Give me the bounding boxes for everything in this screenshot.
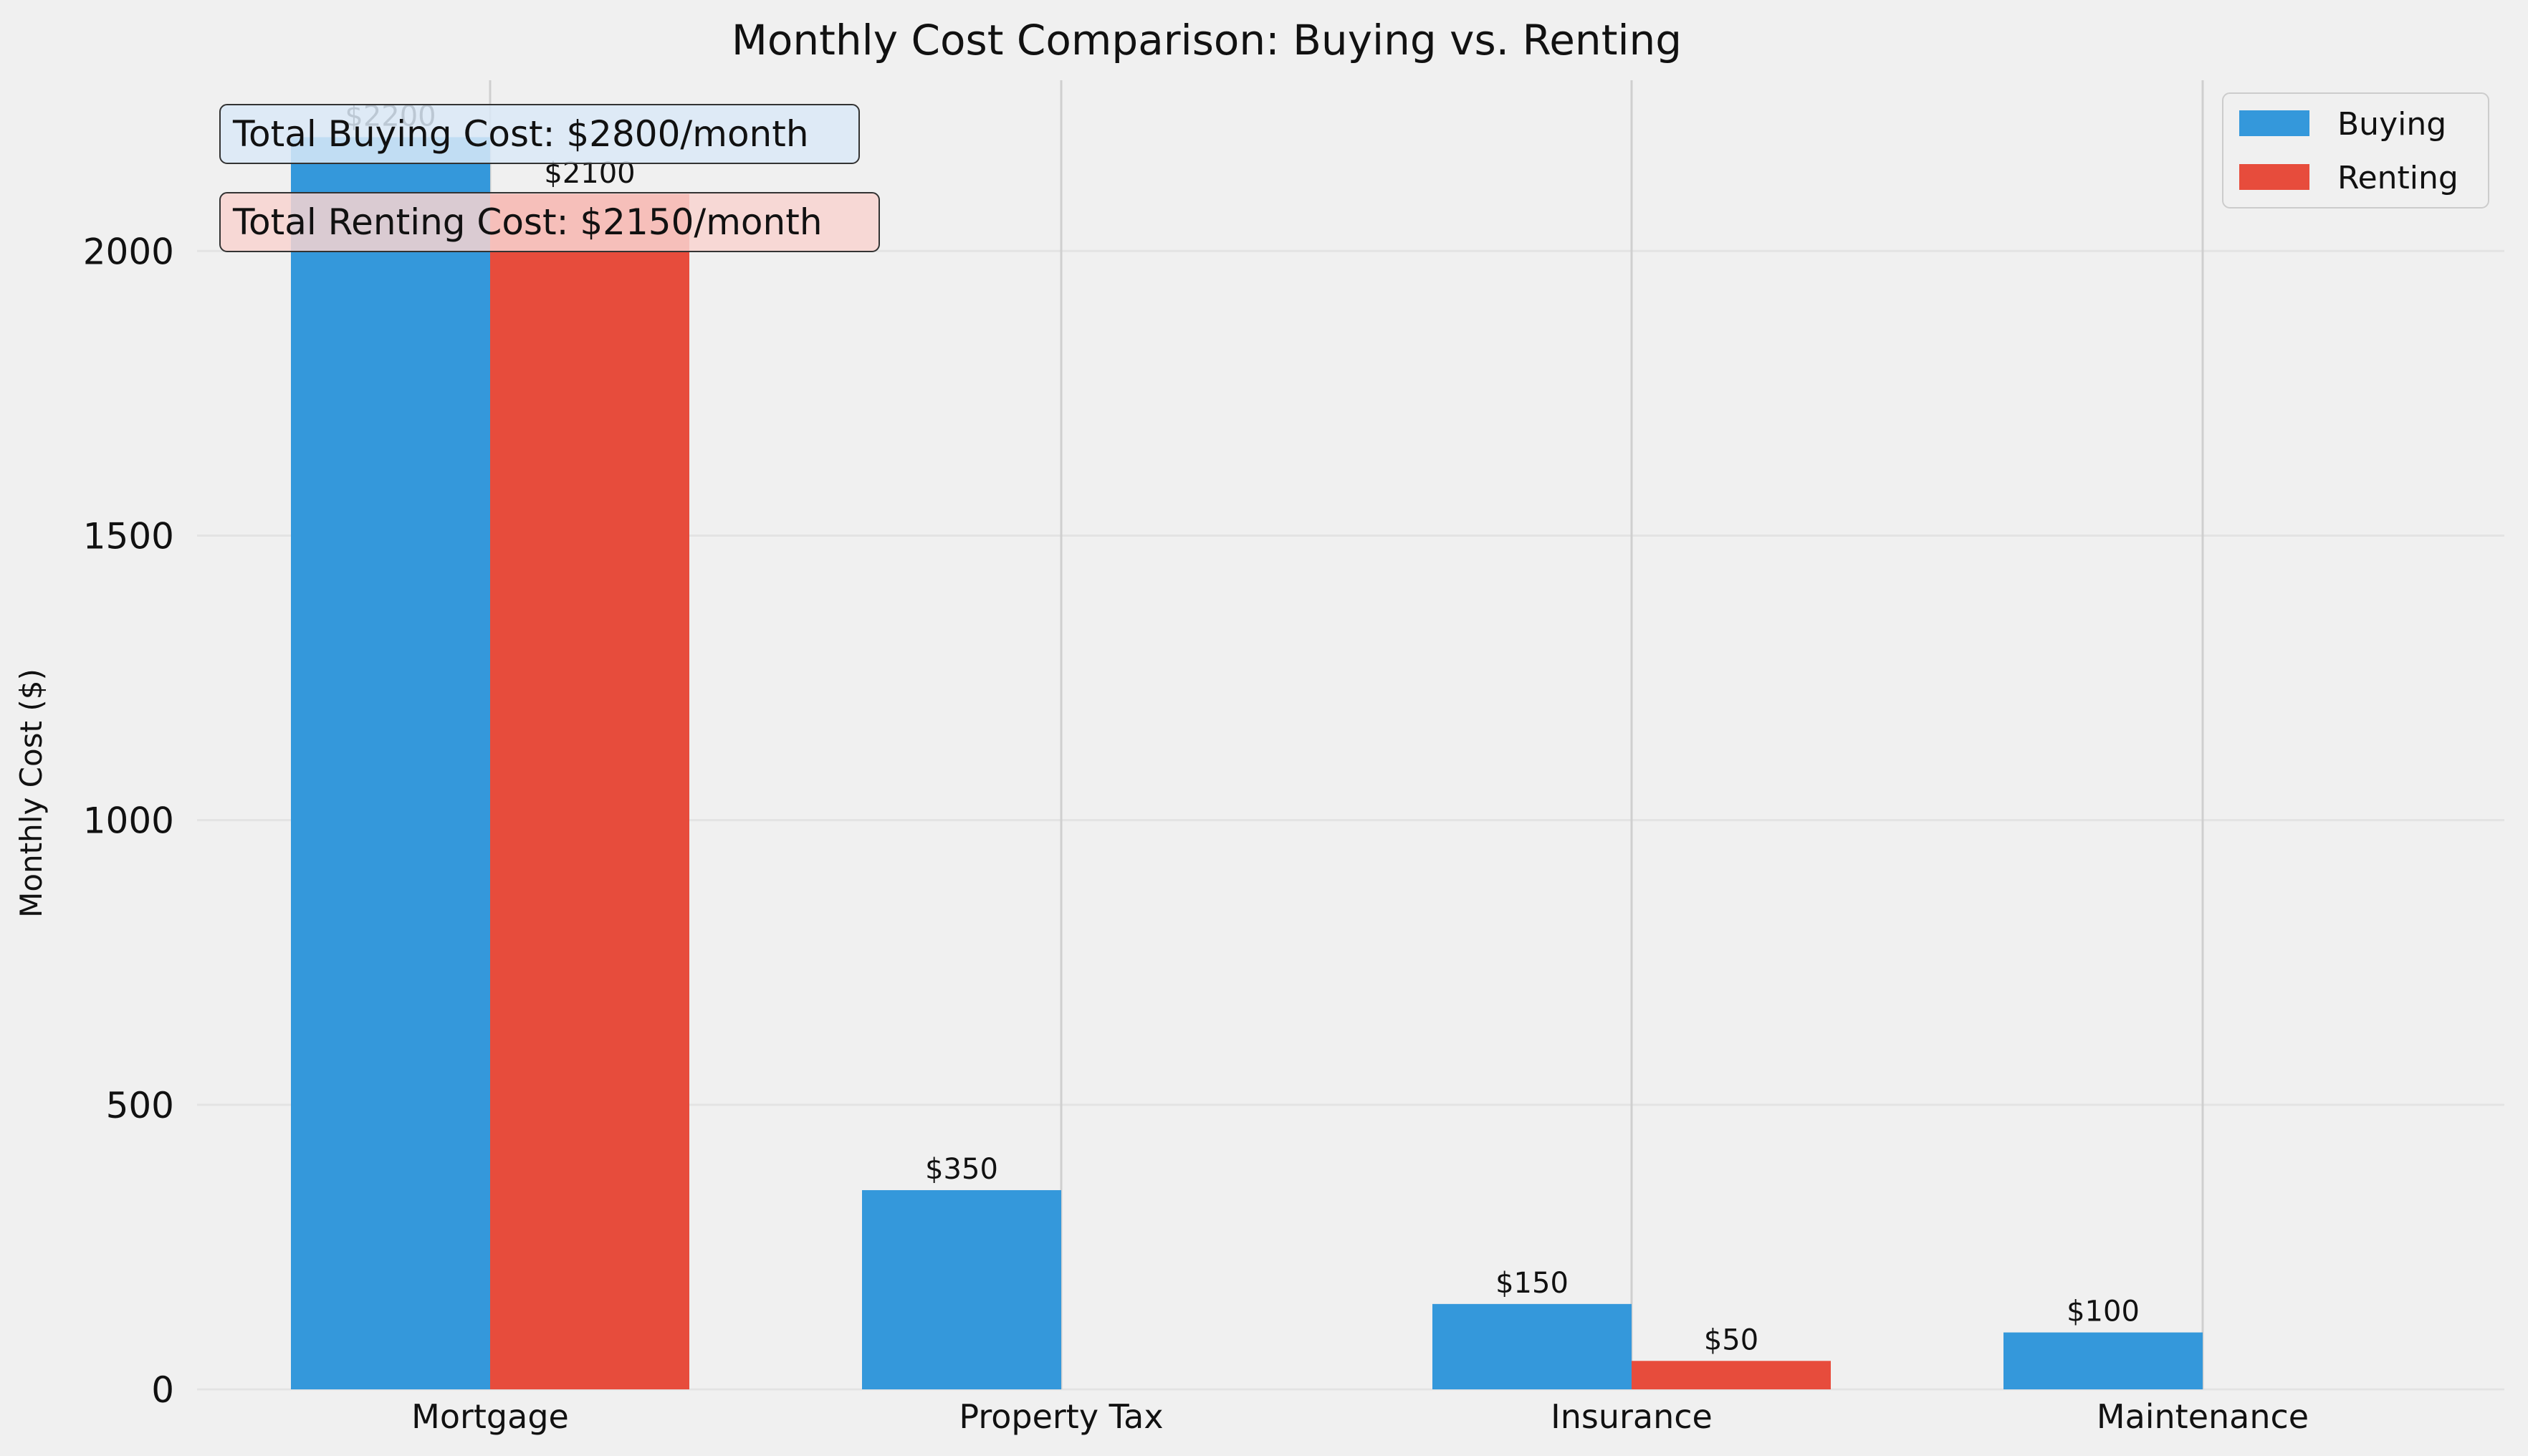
x-tick-label: Maintenance [2097,1397,2309,1436]
y-tick-label: 1000 [83,800,174,842]
y-tick-label: 1500 [83,515,174,557]
legend: Buying Renting [2222,92,2489,209]
x-tick-label: Insurance [1551,1397,1713,1436]
bar-buying-maintenance [2003,1332,2203,1389]
chart-title: Monthly Cost Comparison: Buying vs. Rent… [732,16,1682,64]
value-label: $50 [1704,1323,1758,1356]
annotation-text: Total Buying Cost: $2800/month [232,113,809,155]
y-axis-label: Monthly Cost ($) [14,669,49,918]
value-label: $100 [2067,1295,2140,1328]
y-tick-label: 500 [106,1085,174,1126]
value-label: $150 [1495,1267,1569,1300]
legend-swatch-buying [2239,110,2309,136]
bar-renting-mortgage [490,193,689,1389]
annotation-text: Total Renting Cost: $2150/month [232,201,823,243]
annotations-layer: Total Buying Cost: $2800/month Total Rent… [219,104,880,252]
legend-label-buying: Buying [2337,106,2446,143]
bar-renting-insurance [1632,1361,1831,1389]
bar-buying-insurance [1432,1303,1632,1389]
x-tick-label: Mortgage [411,1397,569,1436]
x-tick-label: Property Tax [959,1397,1163,1436]
bar-buying-property-tax [862,1189,1061,1389]
legend-label-renting: Renting [2337,160,2458,196]
annotation-box [219,104,860,164]
value-label: $350 [925,1153,998,1186]
axes-layer: 0 500 1000 1500 2000 Mortgage Property Tax Insu… [83,231,2309,1436]
bar-buying-mortgage [291,137,490,1389]
annotation-box [219,192,880,252]
legend-swatch-renting [2239,164,2309,190]
y-tick-label: 2000 [83,231,174,272]
bars-layer [291,137,2203,1389]
y-tick-label: 0 [151,1369,174,1411]
